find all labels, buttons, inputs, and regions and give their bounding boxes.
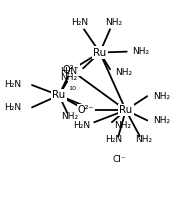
Text: 10: 10 — [68, 86, 76, 91]
Text: H₂N: H₂N — [105, 135, 122, 144]
Text: NH₂: NH₂ — [132, 47, 149, 56]
Text: NH₂: NH₂ — [105, 18, 122, 27]
Text: H₂N: H₂N — [4, 103, 21, 112]
Text: NH₂: NH₂ — [115, 68, 132, 77]
Text: Cl⁻: Cl⁻ — [112, 155, 126, 164]
Text: NH₂: NH₂ — [153, 116, 170, 125]
Text: O²⁻: O²⁻ — [63, 65, 79, 75]
Text: NH₂: NH₂ — [135, 135, 152, 144]
Text: NH₂: NH₂ — [62, 112, 79, 121]
Text: Ru: Ru — [119, 105, 132, 115]
Text: NH₂: NH₂ — [114, 121, 131, 130]
Text: H₂N: H₂N — [71, 18, 88, 27]
Text: Ru: Ru — [52, 90, 66, 100]
Text: H₂N: H₂N — [4, 80, 21, 89]
Text: H₂N: H₂N — [60, 67, 77, 76]
Text: NH₂: NH₂ — [153, 92, 170, 101]
Text: NH₂: NH₂ — [61, 73, 78, 82]
Text: H₂N: H₂N — [73, 121, 91, 130]
Text: Ru: Ru — [93, 48, 106, 58]
Text: O²⁻: O²⁻ — [77, 105, 94, 115]
